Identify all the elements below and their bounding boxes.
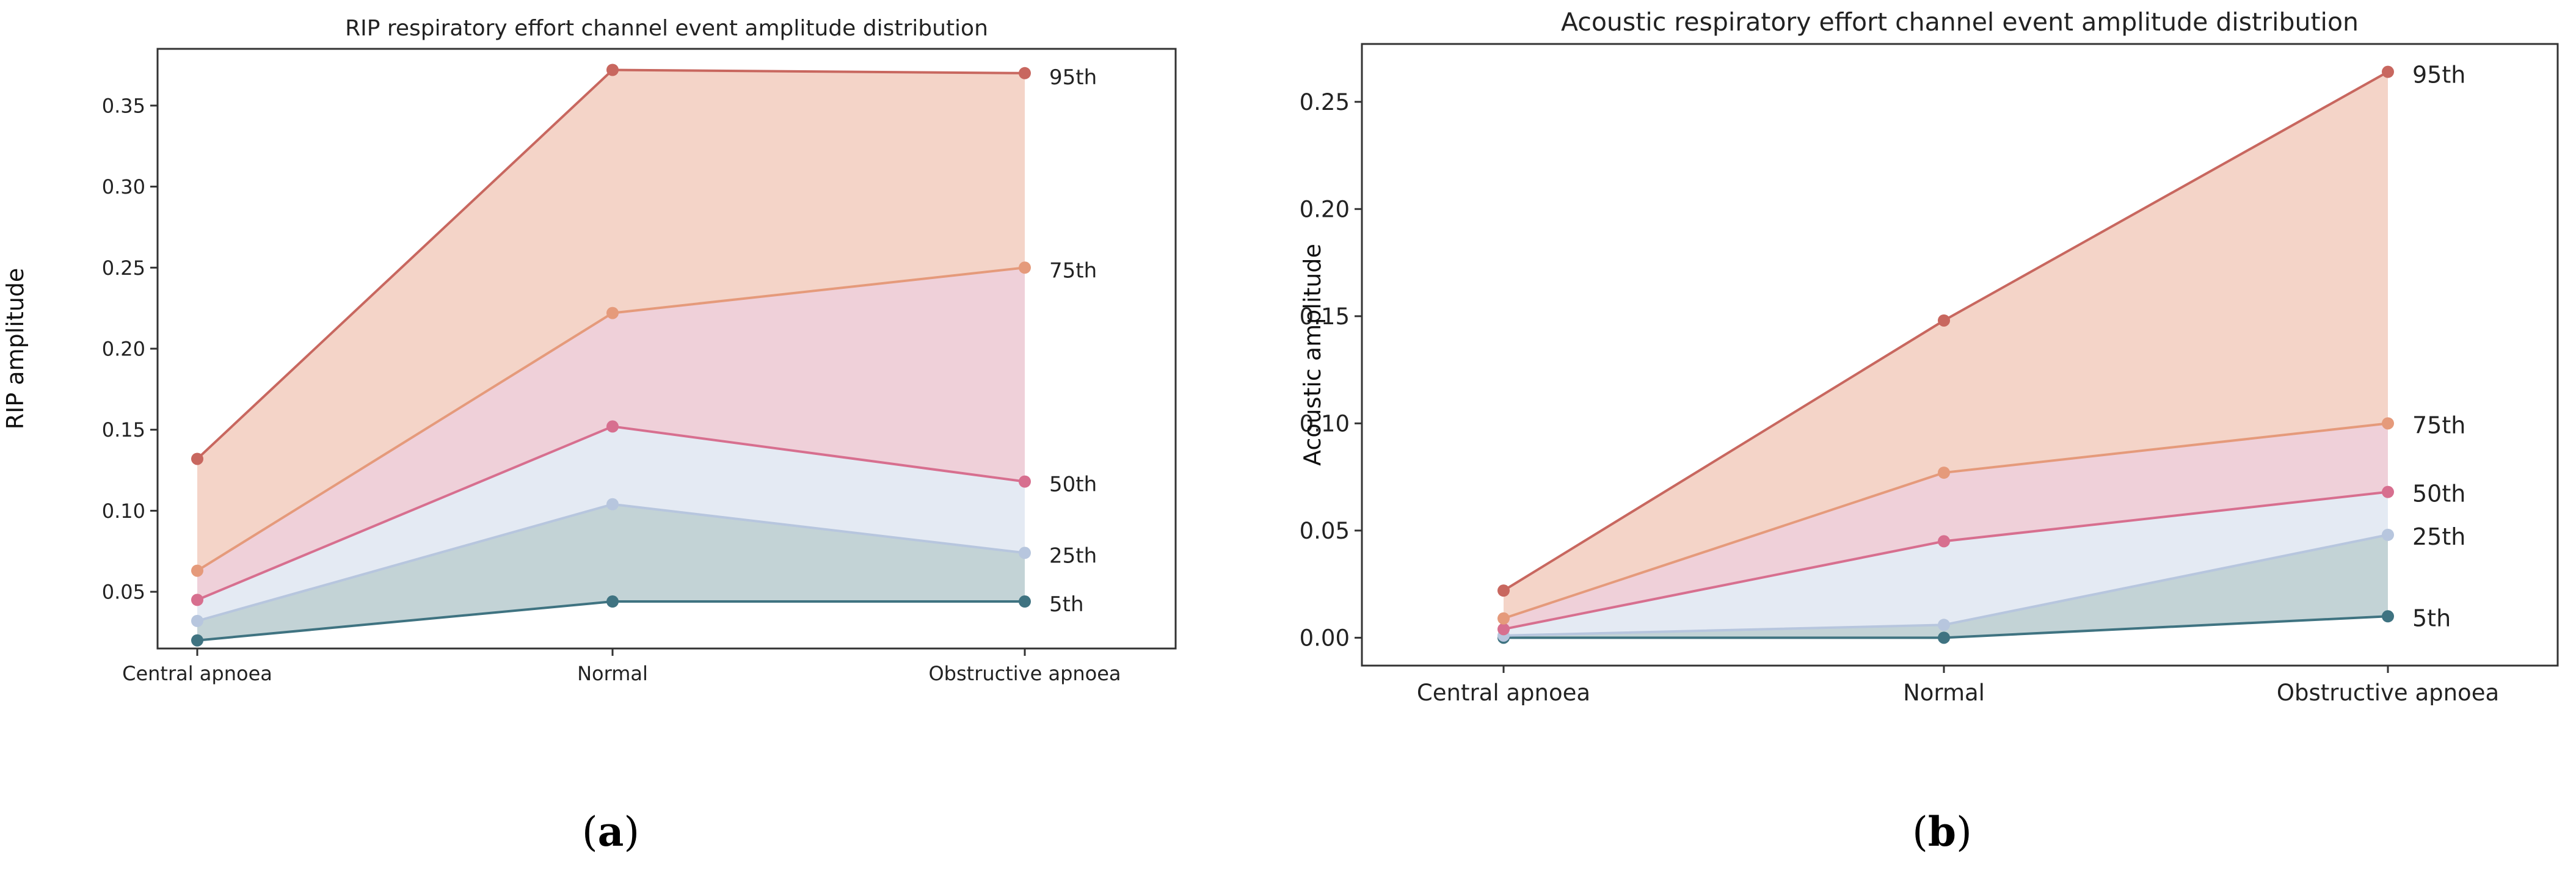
data-point-25th-normal [606,498,619,510]
data-point-95th-central-apnoea [1497,584,1510,597]
y-tick-label: 0.20 [1300,197,1350,223]
percentile-label-75th: 75th [1049,258,1097,283]
data-point-75th-normal [606,307,619,319]
data-point-75th-normal [1938,467,1950,479]
data-point-95th-obstructive-apnoea [1019,67,1031,79]
data-point-50th-central-apnoea [1497,623,1510,636]
band-p50-p25 [197,426,1025,621]
y-tick-label: 0.20 [102,338,145,361]
percentile-label-50th: 50th [1049,473,1097,497]
chart-b: 95th 75th 50th 25th 5th 0.00 0.05 0.10 0.15 0.20 0… [1299,7,2559,856]
band-p95-p75 [197,70,1025,571]
data-point-95th-obstructive-apnoea [2382,65,2394,78]
percentile-label-25th: 25th [1049,543,1097,568]
data-point-95th-normal [606,64,619,76]
y-axis-label: Acoustic amplitude [1299,244,1326,466]
data-point-50th-normal [1938,535,1950,548]
y-tick-label: 0.25 [1300,89,1350,115]
data-point-95th-central-apnoea [191,452,203,465]
y-tick-label: 0.10 [102,500,145,523]
band-p75-p50 [197,267,1025,600]
y-axis-label: RIP amplitude [2,268,29,430]
data-point-50th-central-apnoea [191,594,203,606]
panel-caption-part: ) [1956,808,1972,856]
percentile-label-5th: 5th [1049,592,1084,617]
band-p75-p50 [1504,423,2388,630]
panel-caption-part: ( [1912,808,1928,856]
x-tick-label: Normal [577,662,648,685]
data-point-50th-obstructive-apnoea [2382,485,2394,498]
data-point-25th-central-apnoea [191,614,203,627]
x-tick-label: Obstructive apnoea [928,662,1121,685]
panel-caption-part: a [598,808,624,856]
x-tick-label: Central apnoea [1417,680,1590,706]
percentile-label-95th: 95th [2412,62,2465,89]
x-tick-label: Normal [1903,680,1985,706]
chart-a: 95th 75th 50th 25th 5th 0.05 0.10 0.15 0.20 0.25 0… [2,16,1177,856]
y-tick-label: 0.15 [102,418,145,441]
data-point-5th-obstructive-apnoea [1019,595,1031,608]
plot-frame [1361,43,2559,667]
percentile-label-95th: 95th [1049,65,1097,90]
data-point-25th-obstructive-apnoea [1019,547,1031,559]
data-point-50th-normal [606,420,619,433]
data-point-5th-obstructive-apnoea [2382,610,2394,623]
y-tick-label: 0.35 [102,94,145,117]
data-point-5th-central-apnoea [191,634,203,647]
panel-caption-part: b [1928,808,1956,856]
data-point-75th-obstructive-apnoea [2382,417,2394,430]
band-p25-p5 [1504,534,2388,638]
panel-caption: (b) [1912,808,1972,856]
band-p50-p25 [1504,492,2388,636]
panel-caption-part: ) [624,808,639,856]
panel-caption-part: ( [582,808,598,856]
y-tick-label: 0.25 [102,256,145,280]
percentile-label-75th: 75th [2412,412,2465,438]
x-tick-label: Obstructive apnoea [2277,680,2499,706]
data-point-95th-normal [1938,314,1950,327]
percentile-label-50th: 50th [2412,481,2465,507]
y-tick-label: 0.00 [1300,625,1350,652]
chart-title: Acoustic respiratory effort channel even… [1561,7,2359,37]
band-p25-p5 [197,504,1025,641]
band-p95-p75 [1504,71,2388,619]
data-point-25th-obstructive-apnoea [2382,528,2394,541]
percentile-label-5th: 5th [2412,605,2451,631]
panel-caption: (a) [582,808,639,856]
y-tick-label: 0.05 [1300,518,1350,544]
y-tick-label: 0.05 [102,581,145,604]
data-point-75th-central-apnoea [191,564,203,577]
y-tick-label: 0.10 [1300,411,1350,437]
data-point-50th-obstructive-apnoea [1019,475,1031,488]
percentile-label-25th: 25th [2412,523,2465,550]
data-point-75th-central-apnoea [1497,612,1510,625]
x-tick-label: Central apnoea [122,662,272,685]
data-point-5th-normal [1938,631,1950,644]
chart-title: RIP respiratory effort channel event amp… [345,16,988,41]
data-point-25th-normal [1938,619,1950,631]
y-tick-label: 0.30 [102,175,145,198]
data-point-5th-normal [606,595,619,608]
data-point-75th-obstructive-apnoea [1019,261,1031,274]
y-tick-label: 0.15 [1300,303,1350,330]
